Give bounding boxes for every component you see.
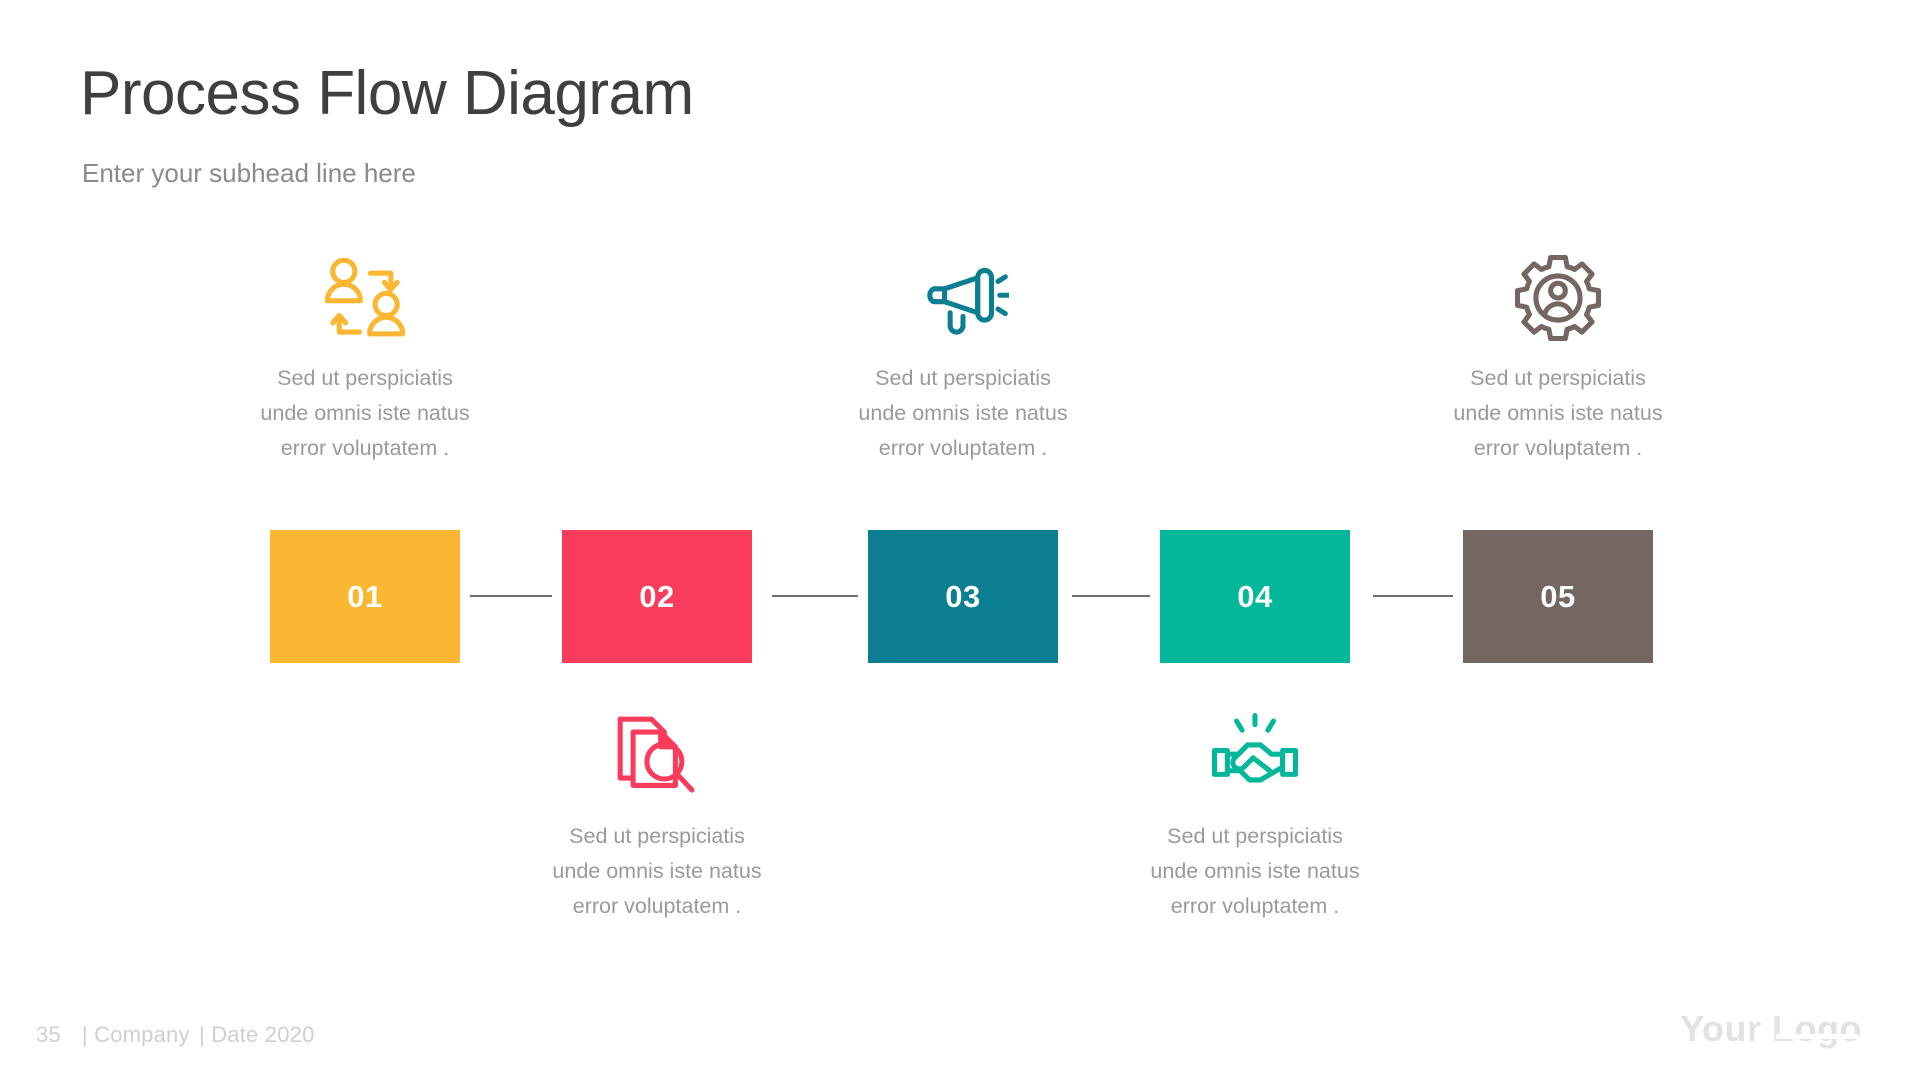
handshake-icon — [1105, 710, 1405, 802]
page-subhead: Enter your subhead line here — [82, 158, 416, 188]
caption-text-03: Sed ut perspiciatis unde omnis iste natu… — [858, 366, 1068, 460]
connector-line-1 — [470, 595, 552, 597]
step-number-label: 03 — [945, 579, 981, 614]
megaphone-icon — [813, 252, 1113, 344]
step-number-label: 04 — [1237, 579, 1273, 614]
step-box-05[interactable]: 05 — [1463, 530, 1653, 663]
footer-company: | Company — [81, 1022, 190, 1047]
connector-line-4 — [1373, 595, 1453, 597]
connector-line-2 — [772, 595, 858, 597]
page-title: Process Flow Diagram — [80, 59, 694, 128]
step-box-04[interactable]: 04 — [1160, 530, 1350, 663]
cluster-03: Sed ut perspiciatis unde omnis iste natu… — [813, 252, 1113, 466]
cluster-01: Sed ut perspiciatis unde omnis iste natu… — [215, 252, 515, 466]
caption-text-02: Sed ut perspiciatis unde omnis iste natu… — [552, 824, 762, 918]
caption-text-05: Sed ut perspiciatis unde omnis iste natu… — [1453, 366, 1663, 460]
logo: Your Logo — [1680, 1008, 1862, 1049]
user-gear-icon — [1408, 252, 1708, 344]
connector-line-3 — [1072, 595, 1150, 597]
footer: 35 | Company | Date 2020 — [36, 1022, 315, 1048]
step-box-01[interactable]: 01 — [270, 530, 460, 663]
caption-text-01: Sed ut perspiciatis unde omnis iste natu… — [260, 366, 470, 460]
cluster-04: Sed ut perspiciatis unde omnis iste natu… — [1105, 710, 1405, 924]
step-number-label: 05 — [1540, 579, 1576, 614]
step-number-label: 02 — [639, 579, 675, 614]
step-box-03[interactable]: 03 — [868, 530, 1058, 663]
cluster-05: Sed ut perspiciatis unde omnis iste natu… — [1408, 252, 1708, 466]
user-exchange-icon — [215, 252, 515, 344]
cluster-02: Sed ut perspiciatis unde omnis iste natu… — [507, 710, 807, 924]
step-box-02[interactable]: 02 — [562, 530, 752, 663]
step-number-label: 01 — [347, 579, 383, 614]
document-search-icon — [507, 710, 807, 802]
footer-date: | Date 2020 — [198, 1022, 315, 1047]
page-number: 35 — [36, 1022, 61, 1047]
caption-text-04: Sed ut perspiciatis unde omnis iste natu… — [1150, 824, 1360, 918]
